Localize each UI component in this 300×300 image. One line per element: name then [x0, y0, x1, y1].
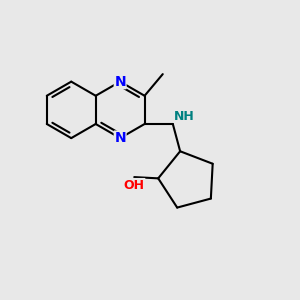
- Text: N: N: [114, 75, 126, 88]
- Text: OH: OH: [124, 178, 145, 192]
- Text: N: N: [114, 131, 126, 145]
- Text: NH: NH: [174, 110, 195, 122]
